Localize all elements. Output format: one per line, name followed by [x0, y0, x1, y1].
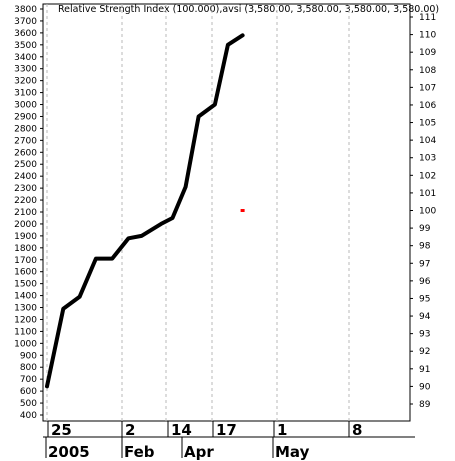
- left-tick-label: 1300: [14, 304, 37, 314]
- series-area: [45, 33, 245, 389]
- right-tick-label: 97: [419, 259, 430, 269]
- right-tick-label: 108: [419, 66, 436, 76]
- left-tick-label: 2800: [14, 124, 37, 134]
- right-tick-label: 107: [419, 83, 436, 93]
- month-label: 2005: [48, 443, 90, 461]
- left-tick-label: 1600: [14, 268, 37, 278]
- left-tick-label: 3700: [14, 17, 37, 27]
- month-label: May: [275, 443, 310, 461]
- left-tick-label: 1900: [14, 232, 37, 242]
- grid: [46, 4, 350, 421]
- right-tick-label: 96: [419, 277, 431, 287]
- plot-frame: [42, 3, 411, 422]
- x-tick-label: 14: [171, 421, 192, 439]
- right-axis: 89 90 91 92 93 94 95 96 97 98 99 100 101 102 103 104 105…: [410, 13, 436, 410]
- left-tick-label: 3100: [14, 89, 37, 99]
- x-tick-label: 1: [277, 421, 287, 439]
- right-tick-label: 109: [419, 48, 436, 58]
- x-tick-label: 2: [125, 421, 135, 439]
- right-tick-label: 99: [419, 224, 431, 234]
- left-tick-label: 1100: [14, 327, 37, 337]
- left-tick-label: 3300: [14, 65, 37, 75]
- chart-title: Relative Strength Index (100.000),avsi (…: [58, 4, 439, 15]
- x-tick-label: 25: [51, 421, 72, 439]
- left-tick-label: 1000: [14, 339, 37, 349]
- left-tick-label: 3400: [14, 53, 37, 63]
- left-tick-label: 3200: [14, 77, 37, 87]
- left-tick-label: 2700: [14, 136, 37, 146]
- right-tick-label: 110: [419, 31, 436, 41]
- right-tick-label: 91: [419, 365, 430, 375]
- x-tick-label: 8: [352, 421, 362, 439]
- month-label: Feb: [124, 443, 155, 461]
- left-tick-label: 1200: [14, 315, 37, 325]
- left-tick-label: 1500: [14, 280, 37, 290]
- right-tick-label: 103: [419, 154, 436, 164]
- left-tick-label: 1400: [14, 292, 37, 302]
- right-tick-label: 90: [419, 382, 431, 392]
- red-marker: [240, 209, 245, 212]
- left-tick-label: 2900: [14, 112, 37, 122]
- left-tick-label: 2600: [14, 148, 37, 158]
- right-tick-label: 89: [419, 400, 431, 410]
- right-tick-label: 102: [419, 171, 436, 181]
- right-tick-label: 92: [419, 347, 430, 357]
- left-tick-label: 2100: [14, 208, 37, 218]
- left-tick-label: 2000: [14, 220, 37, 230]
- x-axis: 25 2 14 17 1 8 2005 Feb Apr May: [43, 421, 415, 461]
- right-tick-label: 104: [419, 136, 436, 146]
- series-line-0: [45, 33, 245, 389]
- right-tick-label: 101: [419, 189, 436, 199]
- left-tick-label: 2500: [14, 160, 37, 170]
- right-tick-label: 100: [419, 207, 436, 217]
- right-tick-label: 94: [419, 312, 431, 322]
- left-tick-label: 900: [20, 351, 37, 361]
- left-tick-label: 600: [20, 387, 37, 397]
- right-tick-label: 106: [419, 101, 436, 111]
- left-tick-label: 2300: [14, 184, 37, 194]
- month-label: Apr: [184, 443, 214, 461]
- right-tick-label: 93: [419, 330, 430, 340]
- right-tick-label: 111: [419, 13, 436, 23]
- right-tick-label: 98: [419, 242, 431, 252]
- left-tick-label: 800: [20, 363, 37, 373]
- left-tick-label: 700: [20, 375, 37, 385]
- right-tick-label: 95: [419, 294, 430, 304]
- left-tick-label: 2400: [14, 172, 37, 182]
- left-tick-label: 3800: [14, 5, 37, 15]
- x-tick-label: 17: [216, 421, 237, 439]
- left-tick-label: 400: [20, 411, 37, 421]
- left-tick-label: 1800: [14, 244, 37, 254]
- left-tick-label: 2200: [14, 196, 37, 206]
- right-tick-label: 105: [419, 119, 436, 129]
- left-tick-label: 500: [20, 399, 37, 409]
- left-tick-label: 3500: [14, 41, 37, 51]
- left-tick-label: 1700: [14, 256, 37, 266]
- left-tick-label: 3600: [14, 29, 37, 39]
- left-tick-label: 3000: [14, 101, 37, 111]
